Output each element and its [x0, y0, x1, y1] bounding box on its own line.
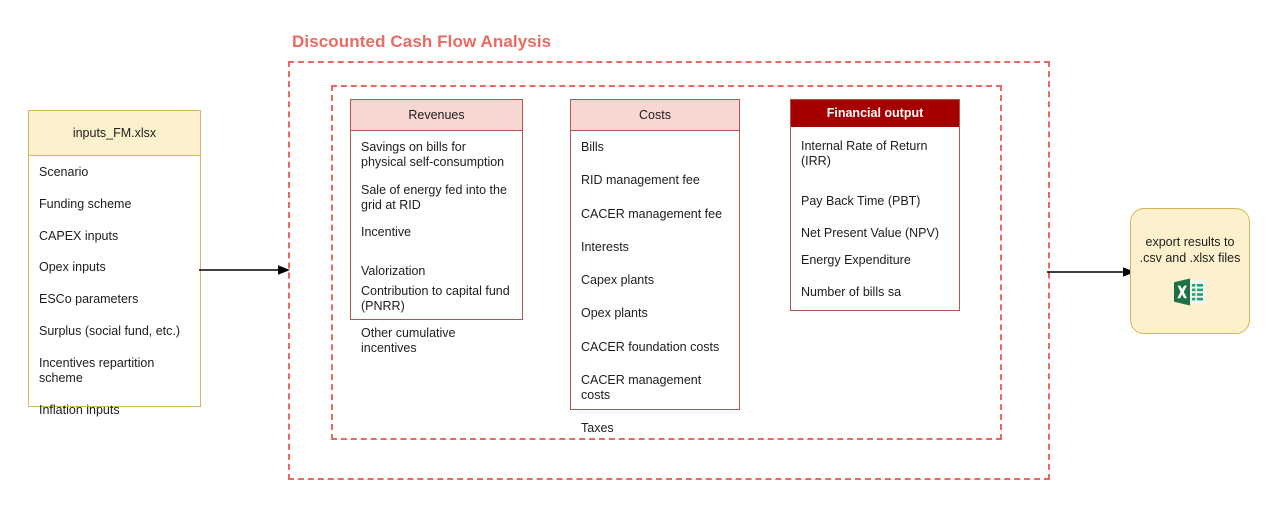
- excel-file-icon: [1174, 278, 1206, 306]
- dcf-outer-group: [288, 61, 1050, 480]
- list-item: CAPEX inputs: [39, 228, 119, 243]
- list-item: Sale of energy fed into the grid at RID: [361, 182, 507, 212]
- list-item: Interests: [581, 239, 629, 254]
- revenues-card-body: Savings on bills for physical self-consu…: [351, 131, 522, 365]
- costs-card[interactable]: Costs Bills RID management fee CACER man…: [570, 99, 740, 435]
- list-item: Energy Expenditure: [801, 253, 911, 267]
- list-item: Funding scheme: [39, 196, 132, 211]
- list-item: Bills: [581, 140, 604, 154]
- list-item: Savings on bills for physical self-consu…: [361, 140, 505, 170]
- revenues-card[interactable]: Revenues Savings on bills for physical s…: [350, 99, 523, 355]
- list-item: Valorization: [361, 264, 426, 279]
- list-item: CACER management costs: [581, 372, 702, 402]
- list-item: Incentives repartition scheme: [39, 355, 155, 385]
- financial-output-card[interactable]: Financial output Internal Rate of Return…: [790, 99, 960, 311]
- list-item: Pay Back Time (PBT): [801, 193, 921, 208]
- dcf-inner-group: [331, 85, 1002, 440]
- list-item: Contribution to capital fund (PNRR): [361, 283, 510, 313]
- export-results-card[interactable]: export results to .csv and .xlsx files: [1130, 208, 1250, 334]
- inputs-card[interactable]: inputs_FM.xlsx Scenario Funding scheme C…: [28, 110, 201, 417]
- inputs-card-body: Scenario Funding scheme CAPEX inputs Ope…: [29, 156, 200, 442]
- costs-card-body: Bills RID management fee CACER managemen…: [571, 131, 739, 463]
- list-item: Taxes: [581, 421, 614, 436]
- list-item: Internal Rate of Return (IRR): [801, 139, 928, 169]
- page-title: Discounted Cash Flow Analysis: [292, 32, 552, 51]
- financial-output-card-body: Internal Rate of Return (IRR) Pay Back T…: [791, 127, 959, 309]
- list-item: CACER foundation costs: [581, 339, 720, 354]
- list-item: Capex plants: [581, 273, 654, 287]
- arrow-inputs-to-analysis: [199, 265, 290, 275]
- list-item: Opex inputs: [39, 260, 106, 275]
- export-results-label: export results to .csv and .xlsx files: [1139, 235, 1241, 265]
- financial-output-card-title: Financial output: [791, 100, 959, 127]
- list-item: Surplus (social fund, etc.): [39, 323, 181, 338]
- inputs-card-title: inputs_FM.xlsx: [29, 111, 200, 156]
- list-item: RID management fee: [581, 173, 700, 188]
- costs-card-title: Costs: [571, 100, 739, 131]
- list-item: Net Present Value (NPV): [801, 225, 940, 240]
- list-item: Scenario: [39, 165, 89, 179]
- list-item: Number of bills sa: [801, 285, 902, 300]
- list-item: Other cumulative incentives: [361, 326, 456, 356]
- list-item: ESCo parameters: [39, 292, 139, 306]
- list-item: CACER management fee: [581, 206, 723, 221]
- revenues-card-title: Revenues: [351, 100, 522, 131]
- list-item: Incentive: [361, 225, 412, 239]
- list-item: Inflation inputs: [39, 402, 120, 417]
- list-item: Opex plants: [581, 306, 648, 321]
- arrow-analysis-to-export: [1047, 267, 1135, 277]
